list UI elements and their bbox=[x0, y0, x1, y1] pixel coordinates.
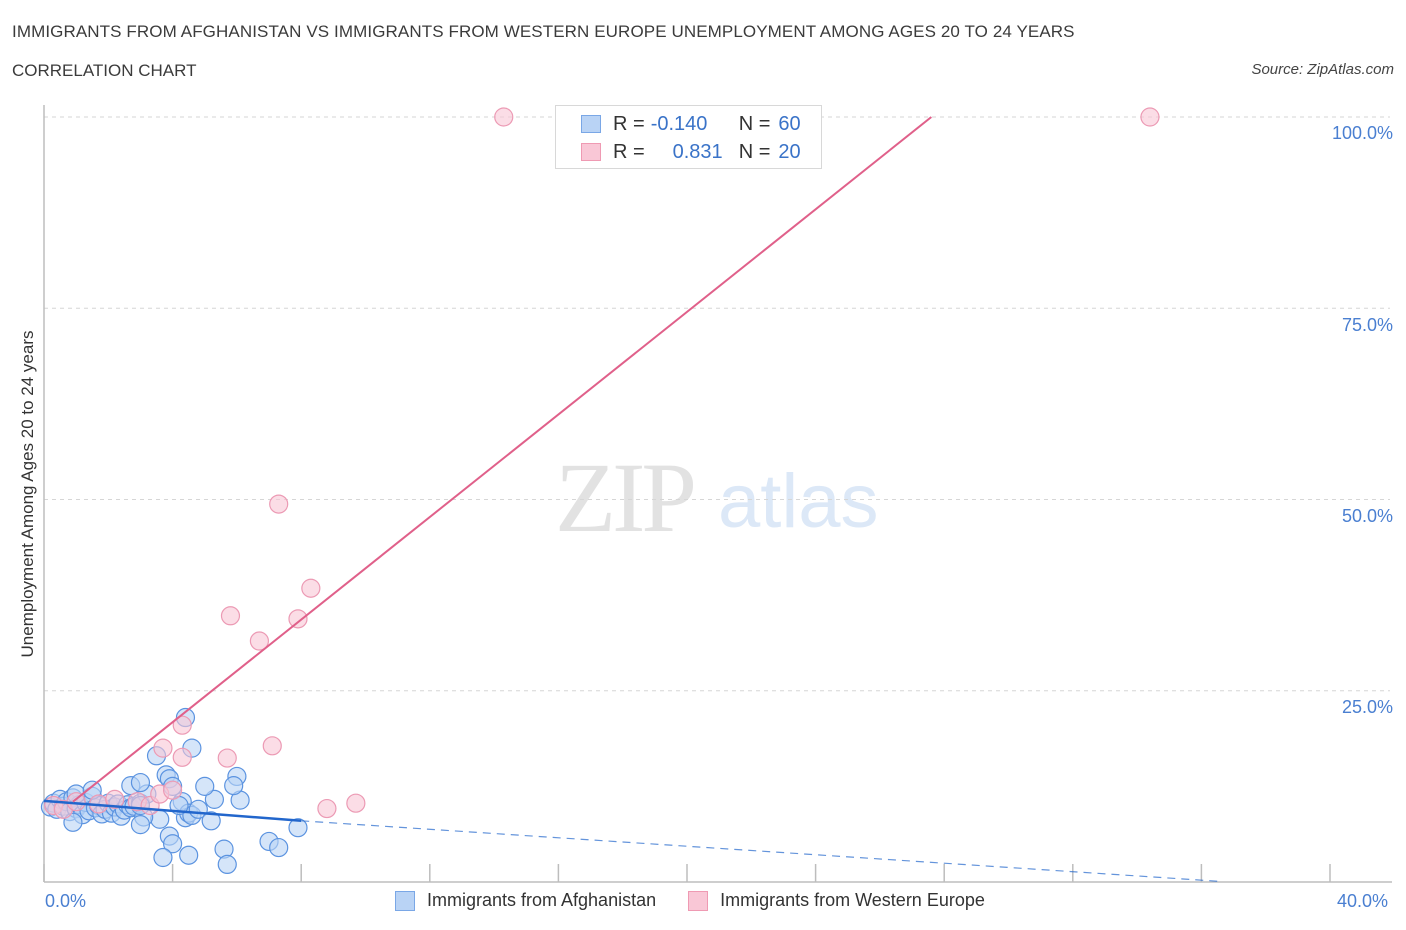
data-point bbox=[201, 811, 221, 831]
data-point bbox=[301, 578, 321, 598]
x-tick-min: 0.0% bbox=[45, 891, 87, 911]
data-point bbox=[204, 789, 224, 809]
gridlines bbox=[44, 116, 1390, 692]
n-value: 60 bbox=[778, 112, 801, 135]
data-point bbox=[105, 789, 125, 809]
data-point bbox=[195, 776, 215, 796]
y-tick-25: 25.0% bbox=[1341, 697, 1393, 717]
legend-swatch-blue bbox=[395, 890, 415, 911]
data-point bbox=[179, 845, 199, 865]
data-point bbox=[217, 748, 237, 768]
chart-subtitle: CORRELATION CHART bbox=[12, 61, 197, 80]
data-point bbox=[130, 815, 151, 835]
legend-item-afghanistan: Immigrants from Afghanistan bbox=[395, 890, 656, 911]
y-axis-title: Unemployment Among Ages 20 to 24 years bbox=[18, 330, 37, 658]
r-value: -0.140 bbox=[650, 112, 708, 135]
series-legend: Immigrants from Afghanistan Immigrants f… bbox=[395, 890, 1017, 911]
legend-item-western-europe: Immigrants from Western Europe bbox=[688, 890, 985, 911]
data-point bbox=[269, 494, 289, 514]
axes bbox=[43, 105, 1392, 883]
data-point bbox=[172, 715, 192, 735]
data-point bbox=[346, 793, 366, 813]
series-western-europe-points bbox=[44, 107, 1160, 819]
chart-title: IMMIGRANTS FROM AFGHANISTAN VS IMMIGRANT… bbox=[12, 22, 1075, 41]
x-tick-max: 40.0% bbox=[1337, 891, 1389, 911]
n-label: N = bbox=[738, 112, 771, 135]
data-point bbox=[249, 631, 270, 651]
data-point bbox=[163, 834, 183, 854]
western-europe-trend-line bbox=[72, 116, 932, 803]
r-label: R = bbox=[613, 140, 645, 163]
legend-label: Immigrants from Western Europe bbox=[720, 890, 985, 910]
y-tick-50: 50.0% bbox=[1341, 506, 1393, 526]
legend-row-afghanistan: R = -0.140 N = 60 bbox=[581, 111, 801, 137]
source-credit: Source: ZipAtlas.com bbox=[1251, 61, 1394, 78]
correlation-legend: R = -0.140 N = 60 R = 0.831 N = 20 bbox=[555, 105, 822, 169]
n-value: 20 bbox=[778, 140, 801, 163]
y-tick-100: 100.0% bbox=[1331, 123, 1393, 143]
data-point bbox=[153, 738, 173, 758]
data-point bbox=[262, 736, 282, 756]
data-point bbox=[1140, 107, 1160, 127]
watermark-zip: ZIP bbox=[555, 442, 697, 553]
n-label: N = bbox=[738, 140, 771, 163]
data-point bbox=[224, 776, 244, 796]
legend-label: Immigrants from Afghanistan bbox=[427, 890, 657, 910]
legend-swatch-pink bbox=[581, 143, 601, 161]
data-point bbox=[288, 609, 308, 629]
data-point bbox=[220, 606, 241, 626]
data-point bbox=[494, 107, 514, 127]
data-point bbox=[217, 854, 237, 875]
data-point bbox=[172, 747, 192, 767]
watermark-atlas: atlas bbox=[718, 459, 879, 544]
afghanistan-trend-line bbox=[43, 799, 302, 823]
trend-lines bbox=[43, 116, 1218, 882]
data-point bbox=[288, 818, 308, 838]
r-label: R = bbox=[613, 112, 645, 135]
legend-swatch-blue bbox=[581, 115, 601, 133]
legend-swatch-pink bbox=[688, 890, 709, 911]
data-point bbox=[269, 837, 289, 858]
data-point bbox=[63, 812, 83, 832]
data-point bbox=[317, 798, 337, 819]
data-point bbox=[163, 780, 183, 800]
data-point bbox=[153, 847, 173, 868]
afghanistan-trend-extension bbox=[301, 820, 1218, 882]
data-point bbox=[130, 772, 151, 793]
legend-row-western-europe: R = 0.831 N = 20 bbox=[581, 139, 801, 165]
r-value: 0.831 bbox=[672, 140, 723, 163]
y-tick-75: 75.0% bbox=[1341, 315, 1393, 335]
